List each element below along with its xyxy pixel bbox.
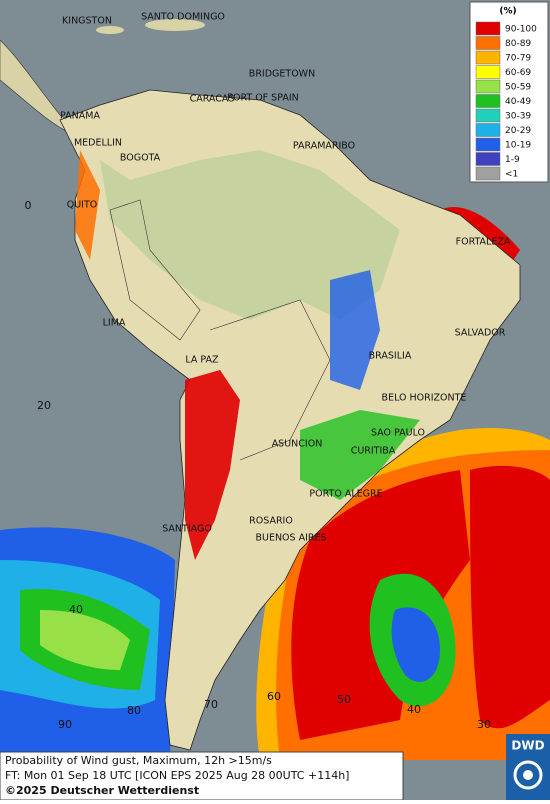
legend-swatch xyxy=(475,123,501,137)
borders xyxy=(109,199,201,341)
island xyxy=(96,26,124,34)
city-label: PORTO ALEGRE xyxy=(309,489,382,500)
logo-mark xyxy=(523,770,533,780)
city-label: ROSARIO xyxy=(249,516,293,527)
legend-swatch xyxy=(475,152,501,166)
city-label: LIMA xyxy=(103,318,126,329)
city-label: BUENOS AIRES xyxy=(255,533,326,544)
city-label: PANAMA xyxy=(60,111,100,122)
grid-label: 60 xyxy=(267,690,281,703)
grid-label: 0 xyxy=(25,199,32,212)
legend-swatch xyxy=(475,50,501,65)
legend-swatch xyxy=(475,166,501,181)
legend-swatch xyxy=(475,65,501,79)
city-label: KINGSTON xyxy=(62,16,112,27)
legend-label: 90-100 xyxy=(505,25,537,35)
footer-box xyxy=(0,751,404,801)
field-south-brazil xyxy=(300,410,420,500)
grid-label: 30 xyxy=(477,718,491,731)
legend-label: 30-39 xyxy=(505,112,531,122)
field-andes xyxy=(185,370,240,560)
legend-label: 10-19 xyxy=(505,141,531,151)
footer-forecast: FT: Mon 01 Sep 18 UTC [ICON EPS 2025 Aug… xyxy=(5,769,349,782)
city-label: SANTO DOMINGO xyxy=(141,12,225,23)
footer-copyright: ©2025 Deutscher Wetterdienst xyxy=(5,784,199,797)
city-label: BRASILIA xyxy=(369,351,412,362)
legend-label: 40-49 xyxy=(505,97,531,107)
amazon xyxy=(100,150,400,320)
logo-mark xyxy=(513,760,543,790)
grid-label: 20 xyxy=(37,399,51,412)
city-label: ASUNCION xyxy=(272,439,323,450)
legend-label: 60-69 xyxy=(505,68,531,78)
legend-swatch xyxy=(475,108,501,123)
city-label: BRIDGETOWN xyxy=(249,69,315,80)
city-label: MEDELLIN xyxy=(74,138,122,149)
field-blue-atl xyxy=(391,607,440,682)
city-label: CARACAS xyxy=(190,94,235,105)
grid-label: 70 xyxy=(204,698,218,711)
city-label: CURITIBA xyxy=(351,446,396,457)
legend-label: 70-79 xyxy=(505,54,531,64)
grid-label: 50 xyxy=(337,693,351,706)
grid-label: 40 xyxy=(69,603,83,616)
city-label: BOGOTA xyxy=(120,153,161,164)
island xyxy=(145,19,205,31)
field-colombia xyxy=(75,150,100,260)
legend-swatch xyxy=(475,79,501,94)
field-lime xyxy=(40,610,130,670)
borders xyxy=(209,299,331,461)
city-label: PARAMARIBO xyxy=(293,141,355,152)
city-label: PORT OF SPAIN xyxy=(227,93,298,104)
legend-label: 80-89 xyxy=(505,39,531,49)
grid-label: 40 xyxy=(407,703,421,716)
legend-swatch xyxy=(475,21,501,36)
field-red-east xyxy=(470,465,550,729)
legend-title: (%) xyxy=(499,7,516,17)
legend-swatch xyxy=(475,137,501,152)
legend-swatch xyxy=(475,36,501,50)
city-label: FORTALEZA xyxy=(456,237,511,248)
city-label: QUITO xyxy=(67,200,98,211)
city-label: BELO HORIZONTE xyxy=(382,393,467,404)
legend-label: 20-29 xyxy=(505,126,531,136)
city-label: SANTIAGO xyxy=(162,524,212,535)
logo: DWD xyxy=(511,739,544,753)
legend-label: 50-59 xyxy=(505,83,531,93)
footer-title: Probability of Wind gust, Maximum, 12h >… xyxy=(5,754,272,767)
legend-label: <1 xyxy=(505,170,518,180)
city-label: SAO PAULO xyxy=(371,428,425,439)
city-label: LA PAZ xyxy=(185,355,219,366)
grid-label: 90 xyxy=(58,718,72,731)
field-brazil xyxy=(330,270,380,390)
grid-label: 80 xyxy=(127,704,141,717)
legend-swatch xyxy=(475,94,501,108)
city-label: SALVADOR xyxy=(455,328,506,339)
legend-label: 1-9 xyxy=(505,155,520,165)
